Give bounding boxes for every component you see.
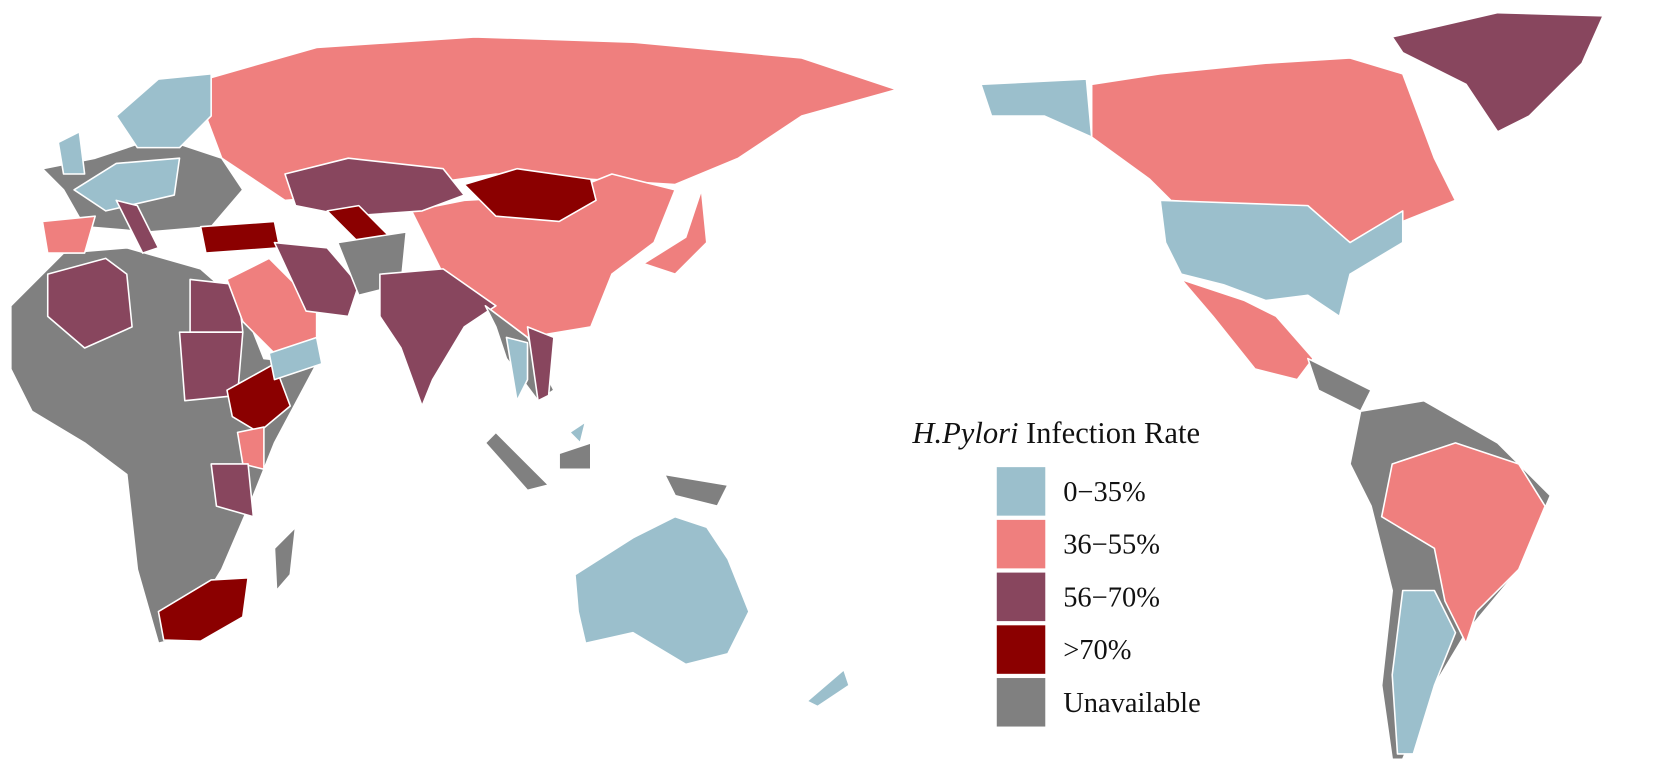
legend-title: H.Pylori Infection Rate [911, 416, 1200, 450]
country [574, 515, 750, 666]
country [236, 426, 265, 471]
country [205, 36, 898, 202]
country [226, 363, 292, 434]
country [157, 577, 249, 642]
country [210, 463, 255, 518]
countries [10, 11, 1604, 761]
legend-title-text: Infection Rate [1026, 416, 1200, 450]
country [806, 668, 850, 708]
country [558, 442, 592, 471]
legend-label: Unavailable [1063, 688, 1201, 719]
country [379, 268, 497, 407]
country [57, 131, 86, 175]
country [505, 336, 529, 402]
country [980, 78, 1093, 138]
legend-swatch [996, 572, 1046, 622]
country [1391, 11, 1604, 133]
country [73, 157, 181, 212]
country [1159, 199, 1404, 318]
legend: H.Pylori Infection Rate 0−35% 36−55% 56−70%… [911, 416, 1201, 727]
country [41, 215, 96, 254]
country [273, 526, 297, 592]
country [642, 189, 708, 275]
country [526, 326, 555, 402]
legend-label: 36−55% [1063, 530, 1160, 561]
legend-swatch [996, 519, 1046, 569]
legend-label: 0−35% [1063, 477, 1145, 508]
country [1391, 589, 1457, 755]
legend-swatch [996, 678, 1046, 727]
legend-label: >70% [1063, 635, 1131, 666]
country [1380, 442, 1546, 645]
legend-swatch [996, 467, 1046, 516]
country [273, 241, 360, 318]
legend-title-italic: H.Pylori [911, 416, 1018, 450]
country [484, 431, 550, 492]
country [268, 336, 323, 381]
country [284, 157, 466, 217]
country [199, 220, 281, 254]
country [1090, 57, 1457, 244]
country [1180, 278, 1314, 381]
legend-swatch [996, 625, 1046, 674]
country [663, 473, 729, 507]
legend-label: 56−70% [1063, 582, 1160, 613]
country [568, 421, 587, 444]
country [1307, 357, 1372, 413]
country [115, 73, 212, 149]
country [463, 167, 597, 223]
country [46, 257, 133, 349]
country [115, 199, 160, 254]
